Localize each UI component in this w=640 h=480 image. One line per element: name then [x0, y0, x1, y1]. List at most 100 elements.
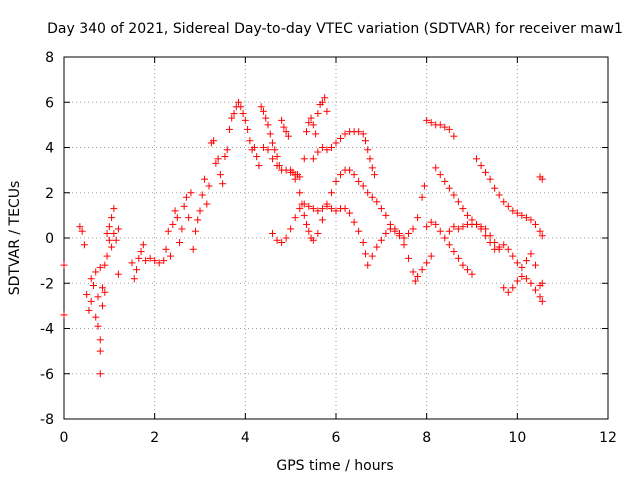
x-tick-label: 10: [508, 430, 526, 446]
data-point: [314, 148, 322, 156]
data-point: [346, 166, 354, 174]
data-point: [176, 239, 184, 247]
data-point: [518, 211, 526, 219]
data-point: [110, 229, 118, 237]
data-point: [235, 98, 243, 106]
data-point: [114, 270, 122, 278]
grid-lines: [64, 57, 608, 419]
data-point: [96, 336, 104, 344]
data-point: [99, 302, 107, 310]
data-point: [96, 263, 104, 271]
data-point: [223, 146, 231, 154]
data-point: [205, 182, 213, 190]
data-point: [96, 370, 104, 378]
data-point: [536, 293, 544, 301]
y-tick-label: 4: [45, 141, 54, 157]
data-point: [110, 205, 118, 213]
data-point: [513, 259, 521, 267]
data-point: [300, 200, 308, 208]
data-point: [221, 153, 229, 161]
data-point: [296, 205, 304, 213]
data-point: [513, 209, 521, 217]
data-point: [355, 177, 363, 185]
data-point: [509, 252, 517, 260]
data-point: [459, 205, 467, 213]
data-point: [495, 191, 503, 199]
data-point: [445, 125, 453, 133]
data-point: [94, 322, 102, 330]
data-point: [237, 103, 245, 111]
data-point: [414, 272, 422, 280]
data-point: [296, 189, 304, 197]
data-point: [287, 225, 295, 233]
data-point: [538, 279, 546, 287]
data-point: [454, 225, 462, 233]
x-tick-label: 2: [150, 430, 159, 446]
data-point: [269, 155, 277, 163]
data-point: [255, 162, 263, 170]
data-point: [273, 236, 281, 244]
data-point: [368, 252, 376, 260]
y-tick-label: 6: [45, 95, 54, 111]
y-tick-label: 2: [45, 186, 54, 202]
data-point: [355, 227, 363, 235]
data-point: [309, 155, 317, 163]
data-point: [216, 171, 224, 179]
data-point: [189, 245, 197, 253]
data-point: [518, 272, 526, 280]
data-point: [114, 225, 122, 233]
data-point: [491, 184, 499, 192]
data-point: [219, 180, 227, 188]
data-point: [201, 175, 209, 183]
data-point: [280, 123, 288, 131]
data-point: [108, 214, 116, 222]
data-point: [459, 223, 467, 231]
data-point: [155, 259, 163, 267]
data-point: [364, 261, 372, 269]
data-point: [423, 116, 431, 124]
data-point: [341, 130, 349, 138]
data-point: [527, 250, 535, 258]
data-point: [167, 252, 175, 260]
data-point: [427, 119, 435, 127]
y-tick-label: 0: [45, 231, 54, 247]
data-point: [504, 245, 512, 253]
data-point: [418, 193, 426, 201]
data-point: [162, 245, 170, 253]
data-point: [271, 146, 279, 154]
data-point: [259, 144, 267, 151]
data-point: [445, 241, 453, 249]
data-point: [538, 175, 546, 183]
data-point: [266, 130, 274, 138]
y-tick-label: -2: [40, 276, 54, 292]
data-point: [482, 225, 490, 233]
y-tick-label: -4: [40, 322, 54, 338]
data-point: [214, 155, 222, 163]
data-point: [418, 266, 426, 274]
data-point: [291, 175, 299, 183]
data-point: [225, 125, 233, 133]
data-point: [522, 214, 530, 222]
data-point: [361, 250, 369, 258]
data-point: [423, 223, 431, 231]
data-point: [250, 144, 258, 151]
data-point: [105, 236, 113, 244]
data-point: [518, 263, 526, 271]
data-point: [382, 211, 390, 219]
data-point: [182, 193, 190, 201]
data-point: [78, 227, 86, 235]
data-point: [108, 243, 116, 251]
data-point: [303, 220, 311, 228]
x-tick-label: 6: [332, 430, 341, 446]
data-point: [305, 119, 313, 127]
data-point: [203, 200, 211, 208]
data-point: [198, 191, 206, 199]
data-point: [441, 123, 449, 131]
data-point: [60, 261, 68, 269]
data-point: [332, 177, 340, 185]
data-point: [269, 229, 277, 237]
data-point: [307, 114, 315, 122]
data-point: [500, 284, 508, 292]
data-point: [368, 193, 376, 201]
